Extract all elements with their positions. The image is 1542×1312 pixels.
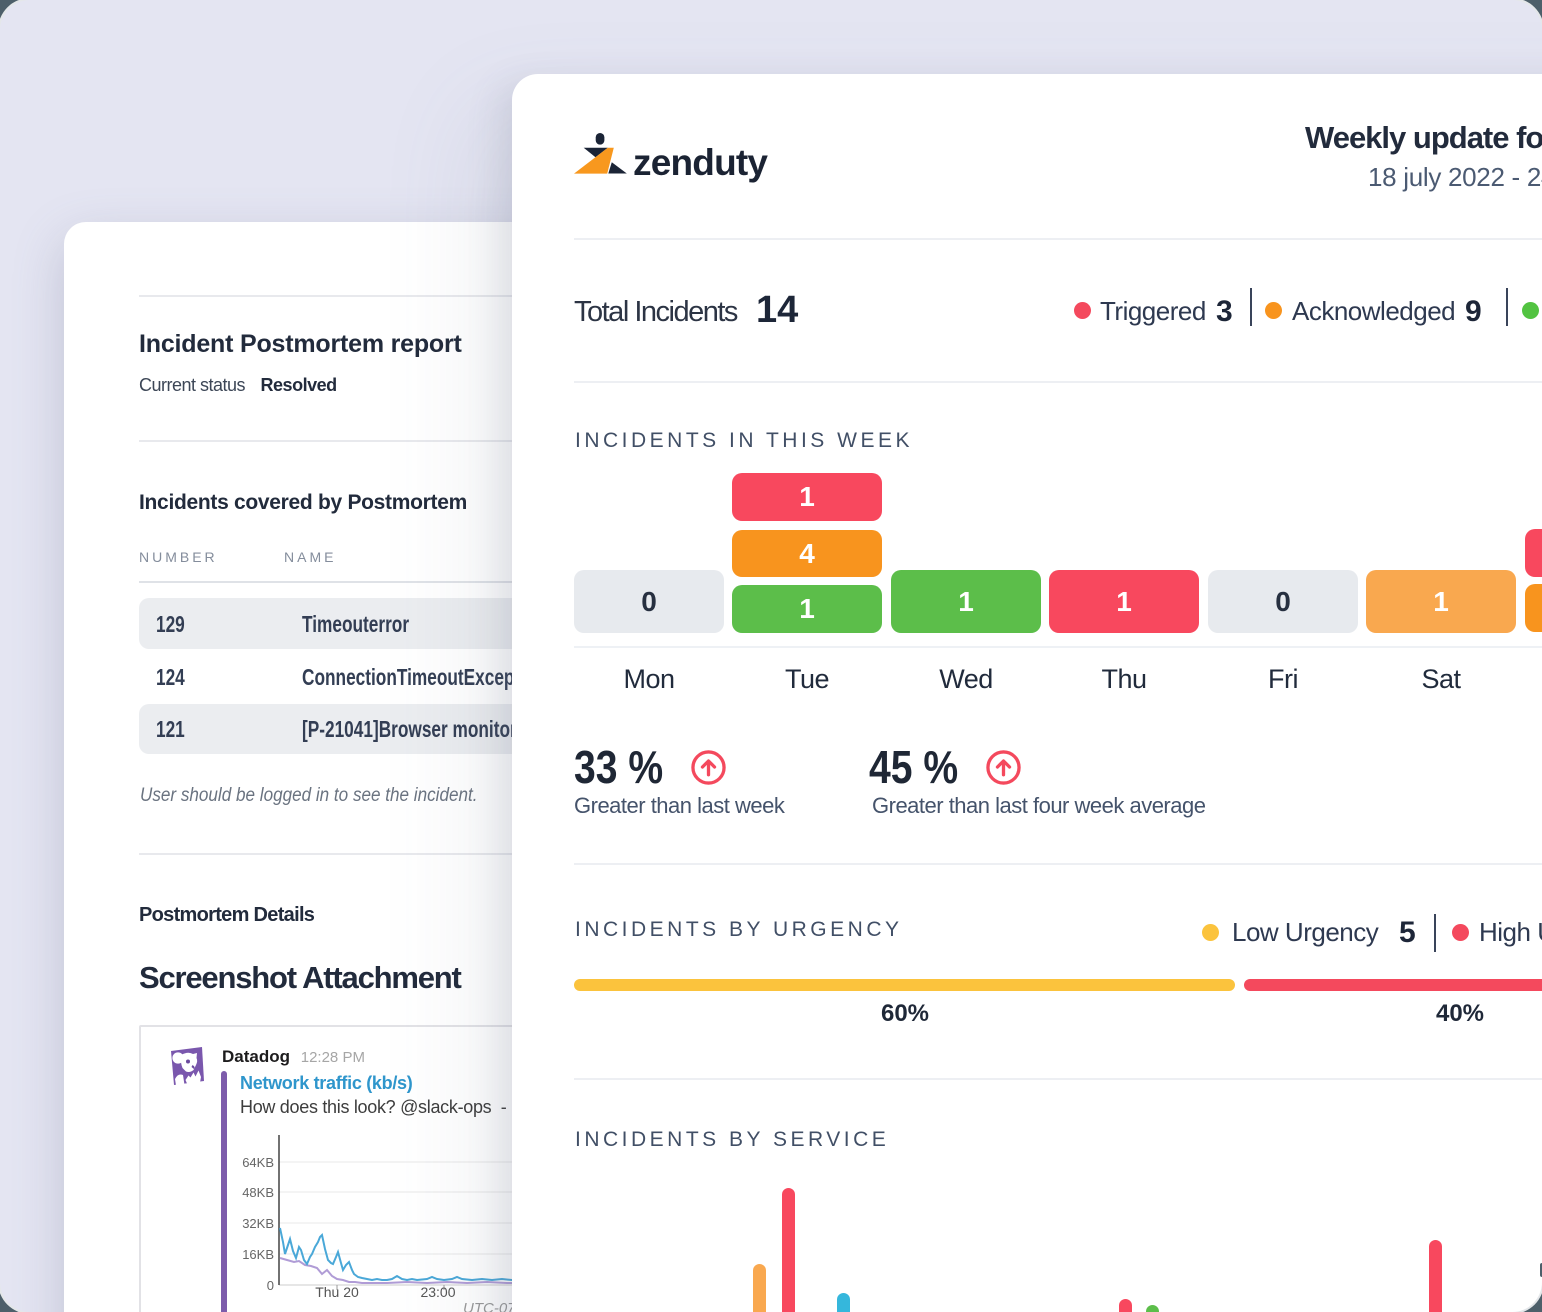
svg-text:16KB: 16KB: [242, 1247, 274, 1262]
svg-text:48KB: 48KB: [242, 1185, 274, 1200]
svg-text:23:00: 23:00: [420, 1284, 455, 1300]
svg-text:64KB: 64KB: [242, 1155, 274, 1170]
svg-text:0: 0: [267, 1278, 274, 1293]
svg-text:Thu 20: Thu 20: [315, 1284, 359, 1300]
svg-text:32KB: 32KB: [242, 1216, 274, 1231]
